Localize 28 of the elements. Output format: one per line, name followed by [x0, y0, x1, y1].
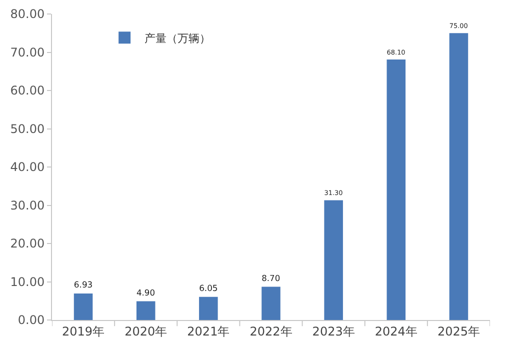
- legend-label: 产量（万辆）: [144, 32, 211, 45]
- x-tick-label: 2023年: [312, 324, 355, 338]
- bar: [136, 301, 156, 320]
- bar: [199, 296, 218, 320]
- y-tick-label: 10.00: [10, 274, 45, 289]
- bar: [449, 33, 468, 320]
- x-tick-label: 2025年: [437, 324, 480, 338]
- bar: [74, 293, 93, 320]
- y-tick-label: 80.00: [10, 7, 45, 22]
- y-tick-label: 70.00: [10, 45, 45, 60]
- x-tick-label: 2022年: [250, 324, 292, 338]
- x-tick-label: 2024年: [374, 324, 418, 338]
- y-tick-label: 20.00: [10, 236, 45, 251]
- text: 8.70: [262, 272, 280, 283]
- bar: [262, 286, 280, 320]
- y-tick-label: 40.00: [10, 160, 45, 174]
- bar: [324, 200, 343, 320]
- text: 6.93: [74, 280, 93, 290]
- text: 6.05: [199, 283, 218, 294]
- x-tick-label: 2019年: [62, 324, 105, 338]
- y-tick-label: 60.00: [10, 84, 45, 98]
- bar: [386, 60, 406, 320]
- y-tick-label: 50.00: [10, 122, 45, 136]
- text: 4.90: [136, 287, 155, 298]
- y-tick-label: 0.00: [18, 313, 45, 328]
- x-tick-label: 2020年: [124, 324, 168, 338]
- y-tick-label: 30.00: [10, 198, 45, 212]
- x-tick-label: 2021年: [187, 324, 230, 338]
